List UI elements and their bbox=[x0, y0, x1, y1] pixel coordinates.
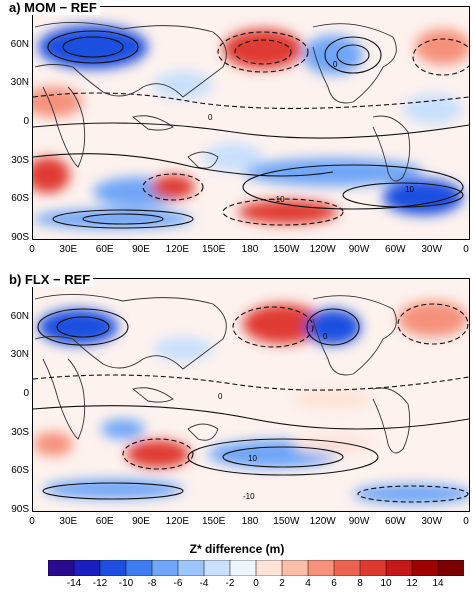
lon-label: 150W bbox=[273, 244, 300, 255]
lat-label: 0 bbox=[23, 388, 29, 399]
colorbar-label: -12 bbox=[92, 578, 108, 589]
map-b: 10 0 0 -10 bbox=[32, 278, 470, 512]
colorbar-label: 4 bbox=[305, 578, 311, 589]
colorbar-swatch bbox=[333, 560, 361, 576]
lon-label: 90W bbox=[348, 516, 370, 527]
lon-label: 0 bbox=[29, 516, 35, 527]
panel-b-title: b) FLX − REF bbox=[6, 272, 94, 287]
lon-label: 0 bbox=[29, 244, 35, 255]
contour-label-a2: 10 bbox=[405, 185, 414, 194]
colorbar-swatch bbox=[385, 560, 413, 576]
contours-b bbox=[33, 308, 469, 500]
contours-a bbox=[33, 30, 469, 229]
colorbar-label: -14 bbox=[66, 578, 82, 589]
lat-label: 60S bbox=[11, 193, 29, 205]
colorbar-label: 10 bbox=[380, 578, 392, 589]
colorbar-swatch bbox=[307, 560, 335, 576]
contour-label-a3: 0 bbox=[208, 113, 213, 122]
lon-label: 120W bbox=[309, 516, 336, 527]
colorbar-swatch bbox=[437, 560, 464, 576]
lon-label: 180 bbox=[241, 516, 259, 527]
map-a: -10 10 0 0 bbox=[32, 6, 470, 240]
colorbar-label: 12 bbox=[406, 578, 418, 589]
colorbar-label: 2 bbox=[279, 578, 285, 589]
lon-label: 60E bbox=[95, 516, 114, 527]
contour-label-b3: 0 bbox=[218, 392, 223, 401]
lat-label: 60N bbox=[10, 38, 29, 50]
colorbar-label: 0 bbox=[253, 578, 259, 589]
colorbar-label: -8 bbox=[147, 578, 157, 589]
lon-label: 30W bbox=[421, 516, 442, 527]
lon-label: 120W bbox=[309, 244, 336, 255]
lon-label: 0 bbox=[463, 516, 469, 527]
colorbar-label: -4 bbox=[199, 578, 209, 589]
lon-label: 60W bbox=[385, 244, 406, 255]
lon-label: 0 bbox=[463, 244, 469, 255]
colorbar-swatch bbox=[229, 560, 257, 576]
anomaly-fill-b bbox=[33, 301, 469, 504]
contours-dashed-b bbox=[33, 303, 469, 503]
colorbar-swatch bbox=[125, 560, 153, 576]
lat-label: 30N bbox=[10, 349, 29, 361]
lat-label: 60S bbox=[11, 465, 29, 477]
lon-label: 180 bbox=[241, 244, 259, 255]
contour-label-b1: 10 bbox=[248, 454, 257, 463]
map-b-svg: 10 0 0 -10 bbox=[33, 294, 469, 504]
lat-label: 30N bbox=[10, 77, 29, 89]
lat-label: 90S bbox=[11, 232, 29, 243]
colorbar-swatch bbox=[73, 560, 101, 576]
lon-label: 120E bbox=[165, 516, 190, 527]
contour-label-b4: -10 bbox=[243, 492, 255, 501]
panel-a-title: a) MOM − REF bbox=[6, 0, 100, 15]
contour-label-b2: 0 bbox=[323, 332, 328, 341]
colorbar-title: Z* difference (m) bbox=[189, 542, 285, 556]
map-a-svg: -10 10 0 0 bbox=[33, 22, 469, 229]
colorbar-swatch bbox=[203, 560, 231, 576]
colorbar-label: 8 bbox=[357, 578, 363, 589]
lon-label: 150E bbox=[201, 516, 226, 527]
lon-label: 90W bbox=[348, 244, 370, 255]
colorbar-label: -10 bbox=[118, 578, 134, 589]
lon-label: 30W bbox=[421, 244, 442, 255]
colorbar-swatch bbox=[255, 560, 283, 576]
lon-label: 150E bbox=[201, 244, 226, 255]
lon-label: 90E bbox=[132, 244, 150, 255]
panel-a: a) MOM − REF bbox=[0, 0, 474, 270]
lon-label: 150W bbox=[273, 516, 300, 527]
colorbar-label: -6 bbox=[173, 578, 183, 589]
colorbar-label: 6 bbox=[331, 578, 337, 589]
colorbar-swatch bbox=[151, 560, 179, 576]
colorbar bbox=[48, 560, 464, 576]
colorbar-swatch bbox=[281, 560, 309, 576]
contour-label-a1: -10 bbox=[273, 195, 285, 204]
lat-label: 0 bbox=[23, 116, 29, 127]
lon-label: 60W bbox=[385, 516, 406, 527]
colorbar-label: 14 bbox=[432, 578, 444, 589]
lat-label: 60N bbox=[10, 310, 29, 322]
panel-b: b) FLX − REF bbox=[0, 272, 474, 542]
lat-label: 30S bbox=[11, 154, 29, 166]
lat-label: 90S bbox=[11, 504, 29, 515]
lon-label: 90E bbox=[132, 516, 150, 527]
contour-label-a4: 0 bbox=[333, 60, 338, 69]
lon-label: 60E bbox=[95, 244, 114, 255]
colorbar-swatch bbox=[177, 560, 205, 576]
colorbar-swatch bbox=[411, 560, 439, 576]
lon-label: 30E bbox=[59, 516, 78, 527]
colorbar-swatch bbox=[99, 560, 127, 576]
contours-dashed-a bbox=[33, 31, 469, 226]
colorbar-swatch bbox=[359, 560, 387, 576]
coastlines-a bbox=[34, 22, 411, 182]
coastlines-b bbox=[34, 294, 411, 454]
colorbar-label: -2 bbox=[225, 578, 235, 589]
lat-label: 30S bbox=[11, 426, 29, 438]
lon-label: 30E bbox=[59, 244, 78, 255]
colorbar-swatch bbox=[48, 560, 75, 576]
lon-label: 120E bbox=[165, 244, 190, 255]
